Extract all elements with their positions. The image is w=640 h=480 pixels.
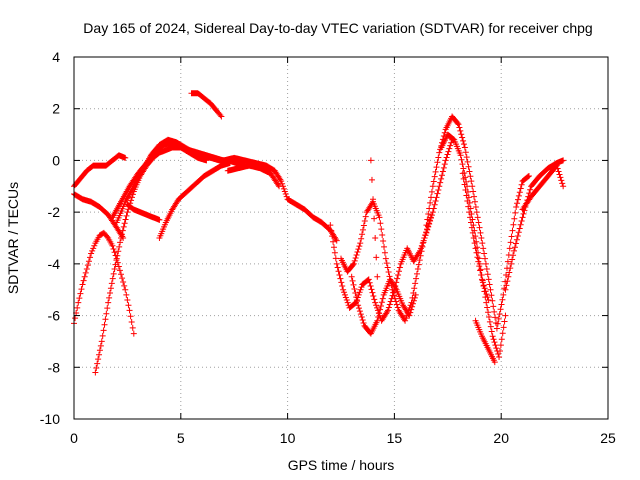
series-markers [502,157,567,293]
series-s16 [423,113,532,332]
series-s19 [472,317,498,366]
series-s3 [71,229,137,337]
series-markers [92,144,227,376]
chart-title: Day 165 of 2024, Sidereal Day-to-day VTE… [83,20,592,36]
series-markers [472,317,498,366]
y-tick-label: -10 [40,411,60,427]
series-markers [71,229,137,337]
series-s20 [502,157,567,293]
series-markers [156,160,233,241]
y-tick-label: 0 [52,152,60,168]
series-s18 [459,170,492,304]
series-markers [71,152,129,190]
y-axis-label: SDTVAR / TECUs [5,182,21,294]
series-s4 [92,144,227,376]
y-tick-label: -6 [48,308,61,324]
series-markers [224,162,283,190]
series-s21 [519,162,567,213]
series-s7 [124,201,163,223]
series-markers [519,162,567,213]
x-tick-label: 15 [387,430,403,446]
y-tick-label: -4 [48,256,61,272]
series-s14 [348,273,419,337]
y-tick-label: 2 [52,101,60,117]
series-markers [220,154,340,244]
series-s10 [220,154,340,244]
x-tick-label: 20 [493,430,509,446]
series-s1 [71,152,129,190]
series-s11 [224,162,283,190]
series-markers [188,90,225,120]
grid [74,57,608,419]
x-tick-label: 0 [70,430,78,446]
series-s15 [367,157,381,280]
y-tick-label: -2 [48,204,61,220]
x-tick-label: 25 [600,430,616,446]
axis-ticks: 0 5 10 15 20 25 -10 -8 -6 -4 -2 0 2 4 [40,49,616,446]
series-markers [459,170,492,304]
x-axis-label: GPS time / hours [288,457,395,473]
series-markers [367,157,381,280]
y-tick-label: 4 [52,49,60,65]
series-markers [348,273,419,337]
plot-frame [73,56,609,420]
series-markers [423,113,532,332]
series-markers [124,201,163,223]
y-tick-label: -8 [48,359,61,375]
series-s8 [156,160,233,241]
data-marks [71,90,567,376]
x-tick-label: 10 [280,430,296,446]
series-s9 [188,90,225,120]
x-tick-label: 5 [177,430,185,446]
